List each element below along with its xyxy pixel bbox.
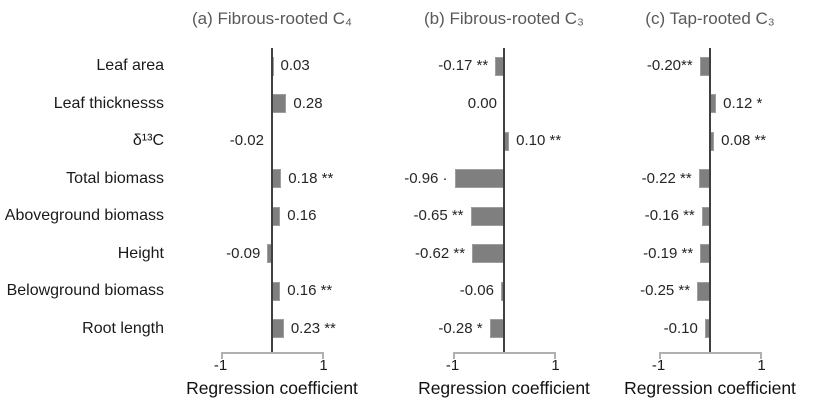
bar xyxy=(272,206,281,226)
value-label: 0.12 * xyxy=(723,94,763,112)
value-label: 0.28 xyxy=(293,94,323,112)
x-tick-label: -1 xyxy=(651,357,666,374)
x-tick-label: 1 xyxy=(551,357,560,374)
category-label: Leaf thicknesss xyxy=(53,94,164,112)
value-label: 0.23 ** xyxy=(290,319,336,337)
bar xyxy=(272,169,282,189)
bar xyxy=(454,169,504,189)
category-label: Aboveground biomass xyxy=(4,207,164,225)
value-label: -0.20** xyxy=(646,57,693,74)
x-axis-title-c: Regression coefficient xyxy=(624,378,796,398)
value-label: 0.00 xyxy=(467,94,497,112)
panel-title-c: (c) Tap-rooted C₃ xyxy=(645,9,775,28)
value-label: -0.06 xyxy=(459,282,494,300)
value-label: 0.03 xyxy=(280,57,310,74)
value-label: -0.22 ** xyxy=(641,169,692,187)
value-label: -0.17 ** xyxy=(438,57,489,74)
panel-title-b: (b) Fibrous-rooted C₃ xyxy=(424,9,584,28)
value-label: -0.65 ** xyxy=(413,207,464,225)
bar xyxy=(272,319,284,339)
x-axis xyxy=(220,352,324,359)
x-tick-label: 1 xyxy=(757,357,766,374)
value-label: -0.96 · xyxy=(404,169,448,187)
bar xyxy=(470,206,504,226)
x-axis-title-a: Regression coefficient xyxy=(186,378,358,398)
zero-line xyxy=(271,48,273,352)
category-label: Root length xyxy=(82,319,164,337)
value-label: -0.19 ** xyxy=(643,244,694,262)
bar xyxy=(272,94,287,114)
value-label: 0.16 ** xyxy=(287,282,333,300)
x-axis xyxy=(452,352,556,359)
category-label: Total biomass xyxy=(66,169,164,187)
value-label: 0.08 ** xyxy=(721,132,767,150)
bar xyxy=(489,319,504,339)
category-label: Leaf area xyxy=(96,57,164,74)
value-label: 0.10 ** xyxy=(516,132,562,150)
value-label: -0.16 ** xyxy=(644,207,695,225)
x-tick-label: -1 xyxy=(213,357,228,374)
value-label: -0.62 ** xyxy=(415,244,466,262)
x-tick-label: -1 xyxy=(445,357,460,374)
value-label: -0.09 xyxy=(226,244,261,262)
value-label: -0.02 xyxy=(229,132,264,150)
zero-line xyxy=(709,48,711,352)
x-axis-title-b: Regression coefficient xyxy=(418,378,590,398)
value-label: -0.25 ** xyxy=(640,282,691,300)
category-label: Belowground biomass xyxy=(6,282,164,300)
panel-title-a: (a) Fibrous-rooted C₄ xyxy=(192,9,352,28)
category-label: Height xyxy=(117,244,164,262)
x-tick-label: 1 xyxy=(319,357,328,374)
value-label: 0.18 ** xyxy=(288,169,334,187)
value-label: -0.10 xyxy=(663,319,698,337)
x-axis xyxy=(658,352,762,359)
bar xyxy=(472,244,504,264)
zero-line xyxy=(503,48,505,352)
category-label: δ¹³C xyxy=(132,132,164,150)
bar xyxy=(272,281,281,301)
value-label: 0.16 xyxy=(287,207,317,225)
value-label: -0.28 * xyxy=(438,319,483,337)
